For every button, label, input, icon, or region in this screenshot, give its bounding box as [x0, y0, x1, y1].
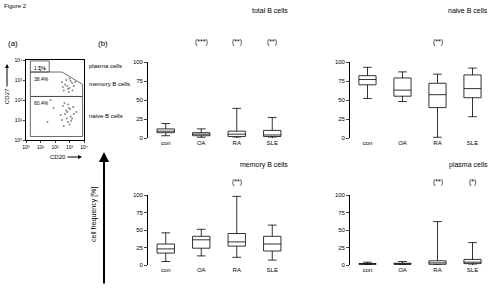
svg-text:75: 75: [338, 78, 345, 84]
svg-text:10²: 10²: [51, 144, 59, 150]
svg-text:(***): (***): [195, 38, 208, 46]
svg-text:OA: OA: [398, 267, 407, 273]
svg-text:con: con: [161, 267, 171, 273]
svg-text:10⁰: 10⁰: [22, 144, 30, 150]
svg-text:10⁴: 10⁴: [14, 57, 22, 63]
svg-text:25: 25: [338, 245, 345, 251]
svg-text:50: 50: [136, 227, 143, 233]
svg-text:con: con: [363, 140, 373, 146]
svg-text:SLE: SLE: [467, 140, 478, 146]
svg-text:10¹: 10¹: [15, 117, 23, 123]
svg-text:SLE: SLE: [467, 267, 478, 273]
svg-text:(**): (**): [433, 178, 443, 186]
svg-text:RA: RA: [233, 140, 241, 146]
svg-text:RA: RA: [233, 267, 241, 273]
svg-text:10⁰: 10⁰: [15, 137, 23, 143]
svg-text:1.2%: 1.2%: [34, 65, 46, 71]
svg-text:75: 75: [136, 78, 143, 84]
svg-text:75: 75: [338, 210, 345, 216]
svg-text:SLE: SLE: [267, 267, 278, 273]
svg-text:25: 25: [338, 116, 345, 122]
svg-text:(**): (**): [433, 38, 443, 46]
svg-text:0: 0: [140, 135, 144, 141]
svg-text:OA: OA: [197, 140, 206, 146]
svg-text:OA: OA: [197, 267, 206, 273]
svg-text:memory B cells: memory B cells: [240, 161, 288, 169]
svg-text:plasma cells: plasma cells: [89, 63, 122, 69]
svg-text:25: 25: [136, 245, 143, 251]
svg-text:50: 50: [136, 97, 143, 103]
svg-text:10³: 10³: [15, 77, 23, 83]
svg-text:10³: 10³: [66, 144, 74, 150]
svg-text:naive B cells: naive B cells: [89, 113, 123, 119]
svg-text:(a): (a): [8, 39, 18, 48]
svg-text:cell frequency [%]: cell frequency [%]: [90, 187, 98, 242]
svg-text:(*): (*): [469, 178, 476, 186]
svg-text:25: 25: [136, 116, 143, 122]
svg-text:CD20: CD20: [50, 154, 66, 160]
svg-text:100: 100: [335, 59, 346, 65]
svg-text:(**): (**): [267, 38, 277, 46]
svg-text:10¹: 10¹: [37, 144, 45, 150]
svg-text:0: 0: [342, 262, 346, 268]
svg-text:OA: OA: [398, 140, 407, 146]
svg-text:50: 50: [338, 227, 345, 233]
svg-text:SLE: SLE: [267, 140, 278, 146]
svg-text:(**): (**): [232, 38, 242, 46]
svg-text:total B cells: total B cells: [252, 7, 288, 14]
svg-text:Figure 2: Figure 2: [4, 3, 27, 9]
svg-text:RA: RA: [433, 140, 441, 146]
svg-text:(**): (**): [232, 178, 242, 186]
svg-text:con: con: [363, 267, 373, 273]
svg-text:plasma cells: plasma cells: [449, 161, 488, 169]
svg-text:38.4%: 38.4%: [34, 76, 49, 82]
svg-text:CD27: CD27: [4, 88, 10, 104]
svg-text:naive B cells: naive B cells: [448, 7, 488, 14]
svg-text:100: 100: [133, 192, 144, 198]
svg-text:memory B cells: memory B cells: [89, 81, 130, 87]
svg-text:60.4%: 60.4%: [34, 100, 49, 106]
svg-text:RA: RA: [433, 267, 441, 273]
svg-text:10²: 10²: [15, 97, 23, 103]
svg-text:0: 0: [140, 262, 144, 268]
svg-text:100: 100: [335, 192, 346, 198]
svg-text:75: 75: [136, 210, 143, 216]
svg-text:10⁴: 10⁴: [80, 144, 88, 150]
svg-text:0: 0: [342, 135, 346, 141]
svg-text:con: con: [161, 140, 171, 146]
svg-text:100: 100: [133, 59, 144, 65]
svg-text:(b): (b): [98, 39, 108, 48]
svg-text:50: 50: [338, 97, 345, 103]
